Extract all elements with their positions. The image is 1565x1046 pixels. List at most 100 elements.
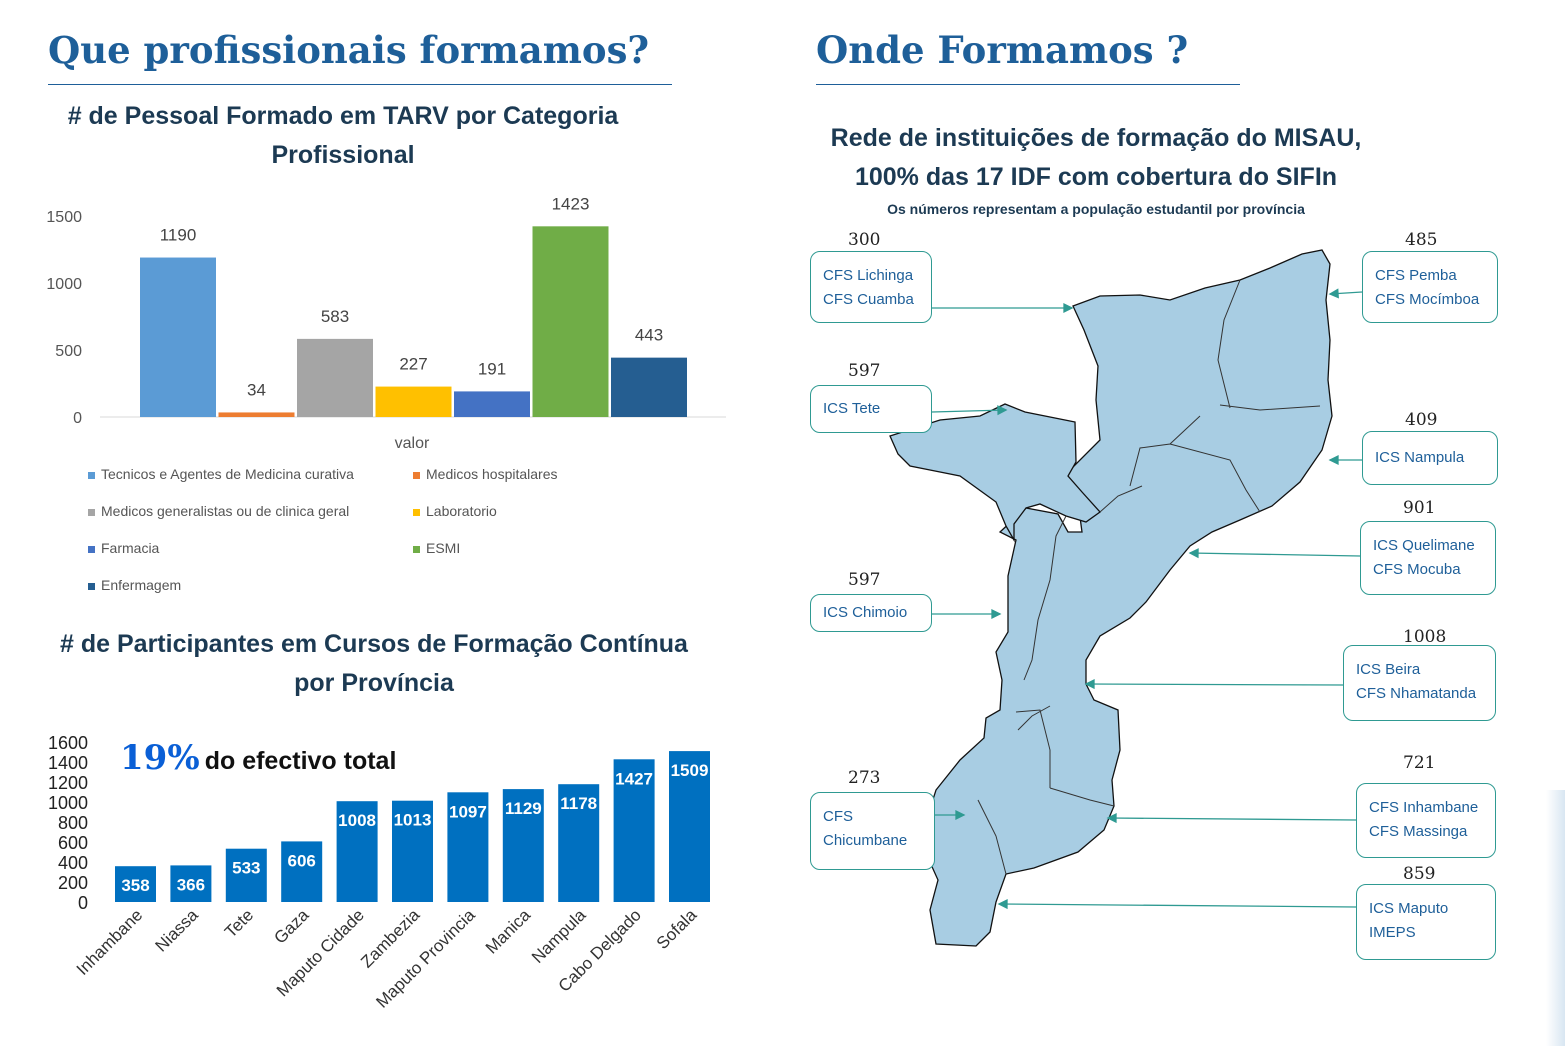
callout-arrow-head <box>955 809 966 821</box>
right-title: Onde Formamos ? <box>816 28 1189 72</box>
map-subtitle-line1: Rede de instituições de formação do MISA… <box>830 124 1362 152</box>
chart1-legend-item: Farmacia <box>88 540 159 556</box>
chart2-bar <box>225 848 267 902</box>
legend-label: Enfermagem <box>101 577 182 593</box>
chart2-category-label: Inhambane <box>73 905 147 979</box>
chart2-y-tick: 600 <box>58 833 88 853</box>
map-note: Os números representam a população estud… <box>887 201 1305 217</box>
chart2-y-tick: 1200 <box>48 773 88 793</box>
legend-swatch <box>413 545 420 553</box>
chart2-title-line2: por Província <box>294 669 454 697</box>
callout-arrow-head <box>1106 813 1117 824</box>
highlight: 19% do efectivo total <box>120 738 396 778</box>
chart2-bar-label: 533 <box>232 859 260 878</box>
map-tete-province <box>889 403 1101 543</box>
legend-label: Medicos hospitalares <box>426 466 558 482</box>
callout-arrow-line <box>1189 552 1361 557</box>
chart1-y-tick: 500 <box>55 343 82 360</box>
chart1-legend-item: Medicos generalistas ou de clinica geral <box>88 503 349 519</box>
right-title-rule <box>816 84 1240 85</box>
callout-arrow-head <box>1188 548 1199 559</box>
chart2-bar <box>502 789 544 902</box>
chart1-bar <box>611 357 687 417</box>
highlight-pct: 19% <box>120 738 200 778</box>
map-outline <box>919 249 1333 947</box>
chart1-y-axis: 0 500 1000 1500 <box>46 209 82 427</box>
chart2-title: # de Participantes em Cursos de Formação… <box>20 625 728 703</box>
chart1-legend-item: ESMI <box>413 540 460 556</box>
chart1-legend-item: Enfermagem <box>88 577 181 593</box>
chart2-y-tick: 400 <box>58 853 88 873</box>
chart2-y-tick: 1000 <box>48 793 88 813</box>
chart2-bar <box>613 759 655 902</box>
callout-arrow-line <box>1107 817 1357 821</box>
legend-swatch <box>88 471 95 479</box>
chart2-y-tick: 0 <box>78 893 88 913</box>
left-title: Que profissionais formamos? <box>48 28 650 72</box>
legend-label: Tecnicos e Agentes de Medicina curativa <box>101 466 354 482</box>
chart1-y-tick: 1000 <box>46 276 82 293</box>
legend-swatch <box>413 471 420 479</box>
legend-swatch <box>88 582 95 590</box>
chart1-bars <box>140 226 687 417</box>
chart2-bar-label: 358 <box>121 876 149 895</box>
left-title-rule <box>48 84 672 85</box>
callout-arrow-head <box>1328 288 1339 299</box>
chart2-bar-label: 1509 <box>671 761 709 780</box>
chart2-category-label: Niassa <box>152 905 203 956</box>
legend-swatch <box>88 508 95 516</box>
chart1-data-label: 34 <box>247 380 266 399</box>
chart1-svg: 0 500 1000 1500 1190 34 583 227 191 1423 443 valo… <box>46 194 726 452</box>
callout-arrow-line <box>931 409 1007 413</box>
chart1-xlabel: valor <box>395 435 430 452</box>
chart2-y-tick: 800 <box>58 813 88 833</box>
chart1-data-label: 583 <box>321 307 349 326</box>
chart1-legend-item: Medicos hospitalares <box>413 466 558 482</box>
chart1-bar <box>532 226 609 417</box>
callout-arrow-head <box>1084 678 1095 690</box>
legend-label: ESMI <box>426 540 461 556</box>
chart2-bar <box>336 801 378 902</box>
callout-arrow-line <box>1085 683 1344 686</box>
chart2-bar <box>170 865 212 902</box>
chart2-bar-label: 1008 <box>338 811 376 830</box>
legend-label: Laboratorio <box>426 503 497 519</box>
chart2-bar <box>281 841 323 902</box>
chart2-bar-label: 1427 <box>615 769 653 788</box>
chart2-y-tick: 1400 <box>48 753 88 773</box>
highlight-text: do efectivo total <box>204 747 397 775</box>
callout-arrow-head <box>997 405 1008 416</box>
legend-label: Farmacia <box>101 540 160 556</box>
chart1-legend-item: Laboratorio <box>413 503 497 519</box>
chart2-bar-label: 1097 <box>449 802 487 821</box>
chart2-bar-label: 1129 <box>505 799 542 818</box>
chart1-bar <box>140 257 216 417</box>
chart1-bar <box>218 412 295 417</box>
chart2-category-label: Manica <box>482 905 535 958</box>
legend-swatch <box>88 545 95 553</box>
chart2-bar-label: 606 <box>288 851 316 870</box>
chart1-y-tick: 0 <box>73 410 82 427</box>
map-arrows <box>931 288 1363 910</box>
map-subtitle: Rede de instituições de formação do MISA… <box>790 119 1402 197</box>
chart1-data-label: 1190 <box>160 226 197 245</box>
chart2-y-tick: 1600 <box>48 733 88 753</box>
chart2-bar <box>669 751 710 902</box>
chart1-title-line1: # de Pessoal Formado em TARV por Categor… <box>67 102 619 130</box>
chart2-bar <box>392 800 433 902</box>
chart1-bar <box>375 386 452 417</box>
callout-arrow-head <box>991 608 1002 620</box>
mozambique-map <box>889 249 1363 947</box>
chart1-data-labels: 1190 34 583 227 191 1423 443 <box>160 194 663 399</box>
callout-arrow-head <box>997 899 1008 910</box>
legend-swatch <box>413 508 420 516</box>
callout-arrow-line <box>998 903 1357 908</box>
callout-arrow-head <box>1328 454 1339 466</box>
chart1-bar <box>454 391 530 417</box>
chart2-category-label: Maputo Provincia <box>372 905 479 1012</box>
map-provinces <box>889 249 1333 947</box>
edge-decoration <box>1546 790 1565 1046</box>
chart1-data-label: 443 <box>635 326 663 345</box>
map-subtitle-line2: 100% das 17 IDF com cobertura do SIFIn <box>854 163 1338 191</box>
